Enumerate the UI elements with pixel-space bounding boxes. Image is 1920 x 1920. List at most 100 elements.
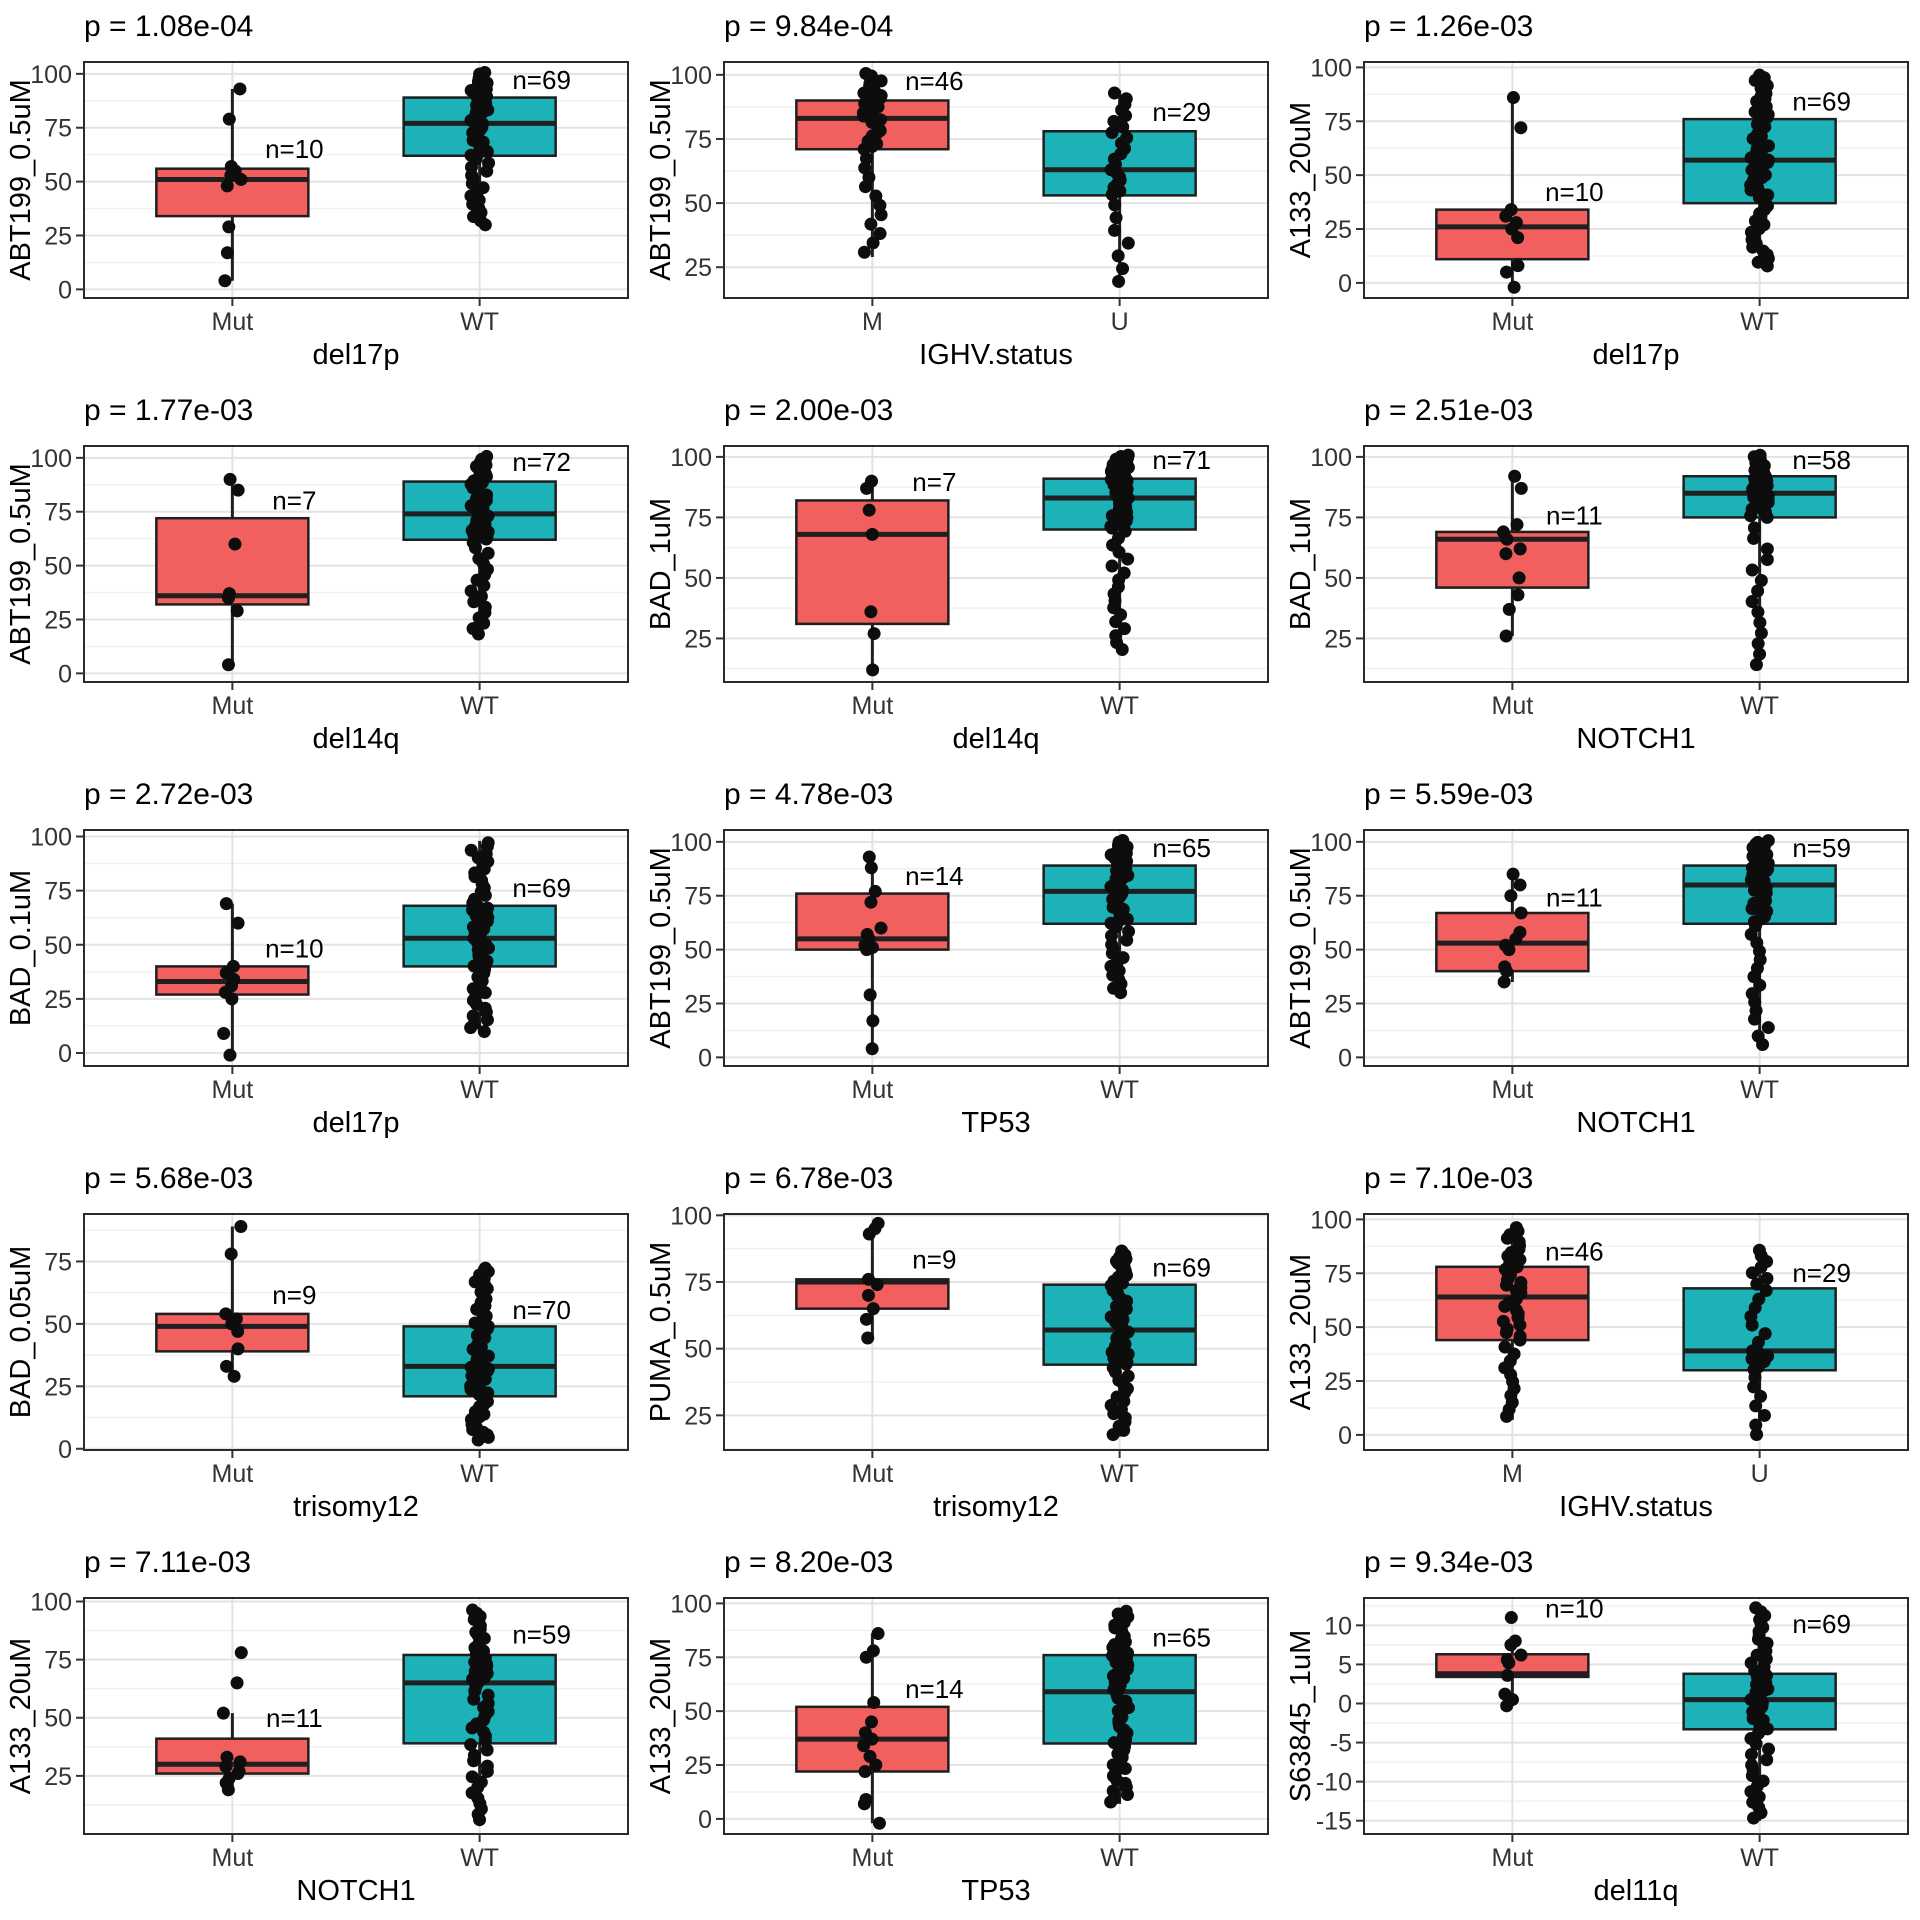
data-points <box>1496 469 1528 643</box>
x-axis-label: NOTCH1 <box>1576 723 1695 755</box>
n-count-label: n=71 <box>1152 445 1211 475</box>
data-point <box>218 274 232 288</box>
data-point <box>1513 542 1527 556</box>
panel-border <box>723 1597 1269 1835</box>
y-axis-label: S63845_1uM <box>1285 1630 1317 1803</box>
data-point <box>223 472 237 486</box>
y-tick-label: 50 <box>1324 565 1352 593</box>
y-axis-label: A133_20uM <box>1285 1254 1317 1410</box>
data-point <box>1760 1271 1774 1285</box>
panel-svg: n=10 n=69 0 25 50 75 100 Mut WT p = 2.72e-03 del17… <box>5 778 629 1139</box>
x-tick-label: WT <box>1100 1460 1139 1488</box>
data-point <box>464 584 478 598</box>
x-tick-label: Mut <box>1492 1844 1534 1872</box>
y-tick-label: 100 <box>1310 1206 1352 1234</box>
data-point <box>466 1009 480 1023</box>
data-point <box>1745 987 1759 1001</box>
n-count-label: n=10 <box>265 134 324 164</box>
x-tick-label: WT <box>1100 1076 1139 1104</box>
data-point <box>1115 1244 1129 1258</box>
data-point <box>868 884 882 898</box>
data-point <box>1760 552 1774 566</box>
panel-svg: n=46 n=29 25 50 75 100 M Up = 9.84e-04 IGHV.stat… <box>645 10 1269 371</box>
panel-title: p = 9.84e-04 <box>724 10 893 43</box>
panel-border <box>723 829 1269 1067</box>
y-tick-label: 25 <box>44 222 72 250</box>
data-point <box>1504 1638 1518 1652</box>
y-tick-label: 75 <box>44 1248 72 1276</box>
data-point <box>866 663 880 677</box>
y-tick-label: 100 <box>1310 829 1352 857</box>
data-point <box>1751 835 1765 849</box>
boxplot-panel: n=10 n=69 -15 -10 -5 0 5 10 Mut WT p = 9.34e-03 del… <box>1280 1536 1920 1920</box>
y-axis-label: BAD_1uM <box>645 498 677 630</box>
n-count-label: n=69 <box>512 65 571 95</box>
data-points <box>860 474 881 677</box>
n-count-label: n=29 <box>1792 1258 1851 1288</box>
data-point <box>224 168 238 182</box>
data-points <box>1744 834 1775 1052</box>
x-tick-label: WT <box>460 1076 499 1104</box>
data-point <box>481 836 495 850</box>
data-point <box>1508 469 1522 483</box>
y-tick-label: 50 <box>684 937 712 965</box>
y-tick-label: 75 <box>1324 1260 1352 1288</box>
x-tick-label: Mut <box>852 1460 894 1488</box>
y-tick-label: 100 <box>1310 444 1352 472</box>
n-count-label: n=65 <box>1152 1622 1211 1652</box>
panel-title: p = 4.78e-03 <box>724 778 893 811</box>
data-points <box>1498 1611 1528 1713</box>
x-tick-label: Mut <box>212 1460 254 1488</box>
boxplot-box <box>795 499 950 626</box>
data-point <box>1514 121 1528 135</box>
data-points <box>1496 1221 1528 1423</box>
data-point <box>221 658 235 672</box>
data-point <box>1753 647 1767 661</box>
data-points <box>859 1216 885 1345</box>
y-tick-label: 100 <box>30 445 72 473</box>
data-point <box>1109 211 1123 225</box>
data-point <box>1751 255 1765 269</box>
panel-border <box>723 445 1269 683</box>
x-axis-label: del17p <box>312 1107 399 1139</box>
boxplot-panel: n=7 n=71 25 50 75 100 Mut WT p = 2.00e-03 del14q B… <box>640 384 1280 768</box>
data-point <box>1500 532 1514 546</box>
boxplot-panel: n=9 n=70 0 25 50 75 Mut WT p = 5.68e-03 trisomy12… <box>0 1152 640 1536</box>
y-tick-label: 75 <box>684 883 712 911</box>
data-point <box>1513 1329 1527 1343</box>
y-tick-label: 25 <box>1324 1368 1352 1396</box>
data-point <box>1749 1601 1763 1615</box>
data-point <box>1509 932 1523 946</box>
x-tick-label: WT <box>1740 308 1779 336</box>
y-tick-label: 50 <box>684 190 712 218</box>
panel-border <box>83 445 629 683</box>
panel-svg: n=9 n=70 0 25 50 75 Mut WT p = 5.68e-03 trisomy12… <box>5 1162 629 1523</box>
x-tick-label: Mut <box>212 308 254 336</box>
data-point <box>866 1302 880 1316</box>
panel-border <box>723 61 1269 299</box>
x-axis-label: IGHV.status <box>919 339 1073 371</box>
data-points <box>858 850 888 1056</box>
data-point <box>1752 1243 1766 1257</box>
y-axis-label: A133_20uM <box>645 1638 677 1794</box>
x-axis-label: del17p <box>1592 339 1679 371</box>
n-count-label: n=58 <box>1792 445 1851 475</box>
y-tick-label: 25 <box>684 1402 712 1430</box>
y-tick-label: 50 <box>44 553 72 581</box>
data-point <box>477 1025 491 1039</box>
y-tick-label: 75 <box>1324 108 1352 136</box>
panel-border <box>83 61 629 299</box>
y-tick-label: 75 <box>684 126 712 154</box>
x-tick-label: U <box>1751 1460 1769 1488</box>
y-tick-label: 50 <box>44 169 72 197</box>
x-axis-label: del17p <box>312 339 399 371</box>
y-tick-label: 5 <box>1338 1651 1352 1679</box>
y-tick-label: 75 <box>684 504 712 532</box>
data-point <box>858 1764 872 1778</box>
data-point <box>1510 518 1524 532</box>
x-tick-label: Mut <box>852 1844 894 1872</box>
data-point <box>1120 131 1134 145</box>
n-count-label: n=46 <box>905 66 964 96</box>
y-tick-label: 100 <box>670 62 712 90</box>
n-count-label: n=65 <box>1152 833 1211 863</box>
